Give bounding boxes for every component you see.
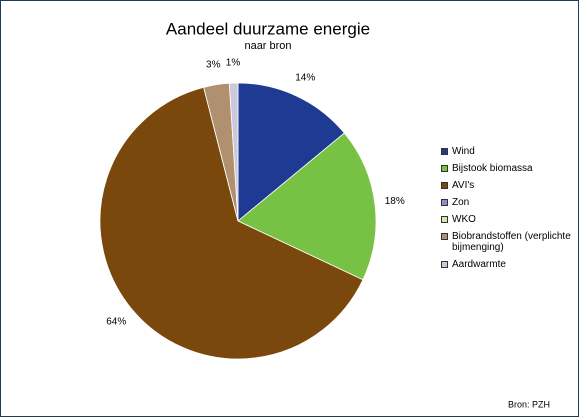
legend-label: Bijstook biomassa [452,163,533,174]
data-label: 3% [206,60,221,71]
source: Bron: PZH [508,399,550,409]
legend-label: Zon [452,197,470,208]
legend-label: AVI's [452,180,475,191]
data-label: 14% [295,73,315,84]
legend-item: Aardwarmte [441,259,576,270]
legend-swatch [441,165,448,172]
legend-item: Wind [441,146,576,157]
legend-item: Bijstook biomassa [441,163,576,174]
legend-item: Zon [441,197,576,208]
legend-swatch [441,199,448,206]
data-label: 18% [385,196,405,207]
pie-slice [237,82,345,222]
legend-swatch [441,233,448,240]
legend: Wind Bijstook biomassa AVI's Zon WKO Biobrand… [441,146,576,276]
chart-title: Aandeel duurzame energie [166,19,370,38]
pie-slice [228,82,239,222]
data-label: 64% [106,316,126,327]
legend-label: WKO [452,214,476,225]
legend-item: AVI's [441,180,576,191]
legend-swatch [441,182,448,189]
legend-swatch [441,216,448,223]
legend-swatch [441,261,448,268]
legend-swatch [441,148,448,155]
pie-slice [99,86,364,360]
legend-item: WKO [441,214,576,225]
data-label: 1% [226,58,241,69]
pie-slice [237,132,377,281]
legend-label: Wind [452,146,475,157]
legend-label: Biobrandstoffen (verplichte bijmenging) [452,231,571,253]
chart-subtitle: naar bron [244,40,291,52]
legend-item: Biobrandstoffen (verplichte bijmenging) [441,231,576,253]
legend-label: Aardwarmte [452,259,506,270]
